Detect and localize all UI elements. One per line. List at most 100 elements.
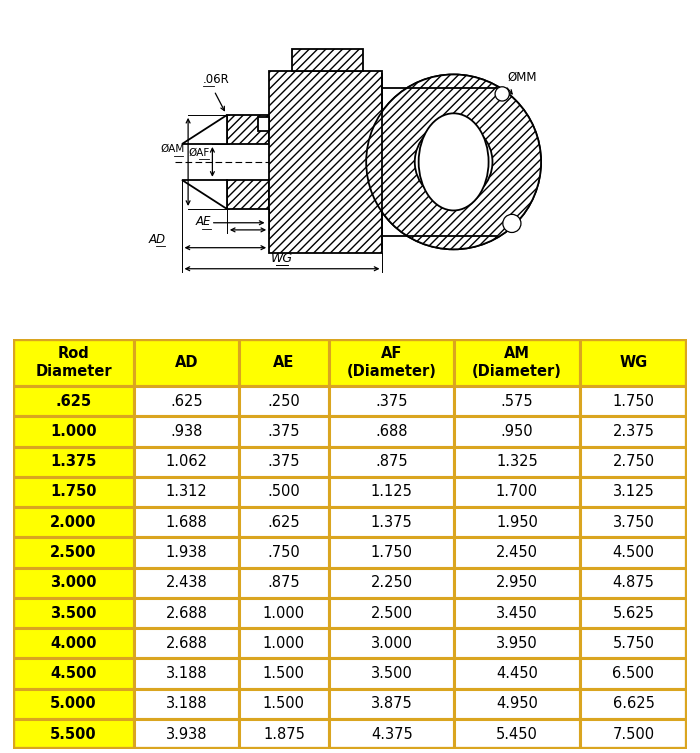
Bar — [454, 416, 580, 447]
Bar — [580, 628, 687, 658]
Bar — [13, 507, 134, 538]
Text: 1.750: 1.750 — [612, 394, 654, 409]
Bar — [329, 568, 454, 598]
Text: 2.688: 2.688 — [166, 636, 207, 651]
Bar — [329, 416, 454, 447]
Text: AE: AE — [195, 215, 211, 228]
Text: 2.000: 2.000 — [50, 515, 97, 530]
Text: 2.450: 2.450 — [496, 545, 538, 560]
Text: 1.325: 1.325 — [496, 454, 538, 469]
Text: .688: .688 — [375, 424, 408, 439]
Text: 2.500: 2.500 — [50, 545, 97, 560]
Text: 1.688: 1.688 — [166, 515, 207, 530]
Bar — [454, 628, 580, 658]
Bar — [329, 339, 454, 386]
Circle shape — [415, 123, 493, 201]
Text: AE: AE — [273, 355, 295, 370]
Text: ØAM: ØAM — [160, 144, 184, 154]
Text: 1.938: 1.938 — [166, 545, 207, 560]
Bar — [454, 689, 580, 719]
Bar — [134, 477, 239, 507]
Text: WG: WG — [620, 355, 648, 370]
Text: 3.500: 3.500 — [371, 666, 413, 681]
Text: 4.950: 4.950 — [496, 697, 538, 712]
Text: 3.188: 3.188 — [166, 697, 207, 712]
Bar — [239, 689, 329, 719]
Bar — [329, 598, 454, 628]
Bar — [580, 477, 687, 507]
Text: 4.450: 4.450 — [496, 666, 538, 681]
Text: AD: AD — [175, 355, 198, 370]
Bar — [454, 538, 580, 568]
Text: .375: .375 — [375, 394, 408, 409]
Bar — [329, 658, 454, 689]
Bar — [239, 477, 329, 507]
Text: Rod
Diameter: Rod Diameter — [35, 346, 112, 379]
Bar — [239, 538, 329, 568]
Text: .625: .625 — [55, 394, 92, 409]
Bar — [329, 538, 454, 568]
Text: 6.625: 6.625 — [612, 697, 654, 712]
Text: 3.125: 3.125 — [612, 484, 654, 499]
Text: 3.000: 3.000 — [371, 636, 413, 651]
Text: WG: WG — [271, 252, 293, 264]
Text: .06R: .06R — [203, 72, 230, 86]
Ellipse shape — [419, 114, 489, 210]
Text: 2.250: 2.250 — [371, 575, 413, 590]
Bar — [580, 568, 687, 598]
Bar — [454, 719, 580, 749]
Text: 3.950: 3.950 — [496, 636, 538, 651]
Bar — [454, 568, 580, 598]
Bar — [580, 598, 687, 628]
Bar — [329, 719, 454, 749]
Text: .625: .625 — [170, 394, 203, 409]
Text: 1.375: 1.375 — [50, 454, 97, 469]
Text: .575: .575 — [500, 394, 533, 409]
Bar — [239, 719, 329, 749]
Text: 5.450: 5.450 — [496, 727, 538, 742]
Text: ØAF: ØAF — [188, 148, 210, 157]
Text: 2.438: 2.438 — [166, 575, 207, 590]
Bar — [239, 658, 329, 689]
Bar — [454, 447, 580, 477]
Bar — [13, 447, 134, 477]
Text: 3.000: 3.000 — [50, 575, 97, 590]
Text: .875: .875 — [267, 575, 300, 590]
Text: 3.875: 3.875 — [371, 697, 412, 712]
Bar — [329, 477, 454, 507]
Bar — [580, 658, 687, 689]
Text: .875: .875 — [375, 454, 408, 469]
Text: 5.500: 5.500 — [50, 727, 97, 742]
Bar — [13, 719, 134, 749]
Text: .938: .938 — [170, 424, 203, 439]
Text: .375: .375 — [267, 454, 300, 469]
Bar — [134, 598, 239, 628]
Text: 6.500: 6.500 — [612, 666, 654, 681]
Bar — [13, 339, 134, 386]
Text: 4.500: 4.500 — [612, 545, 654, 560]
Text: .250: .250 — [267, 394, 300, 409]
Bar — [239, 386, 329, 416]
Bar — [580, 507, 687, 538]
Bar — [13, 658, 134, 689]
Bar — [329, 386, 454, 416]
Bar — [454, 598, 580, 628]
Polygon shape — [181, 115, 227, 144]
Circle shape — [503, 215, 521, 233]
Text: 2.950: 2.950 — [496, 575, 538, 590]
Text: 1.500: 1.500 — [263, 697, 305, 712]
Text: 1.000: 1.000 — [50, 424, 97, 439]
Bar — [239, 598, 329, 628]
Bar — [13, 416, 134, 447]
Bar — [13, 477, 134, 507]
Text: AF
(Diameter): AF (Diameter) — [346, 346, 437, 379]
Text: 4.000: 4.000 — [50, 636, 97, 651]
Text: 5.000: 5.000 — [50, 697, 97, 712]
Text: 1.500: 1.500 — [263, 666, 305, 681]
Text: AM
(Diameter): AM (Diameter) — [472, 346, 562, 379]
Bar — [13, 689, 134, 719]
Bar — [134, 628, 239, 658]
Bar — [580, 689, 687, 719]
Bar — [454, 339, 580, 386]
Text: 3.750: 3.750 — [612, 515, 654, 530]
